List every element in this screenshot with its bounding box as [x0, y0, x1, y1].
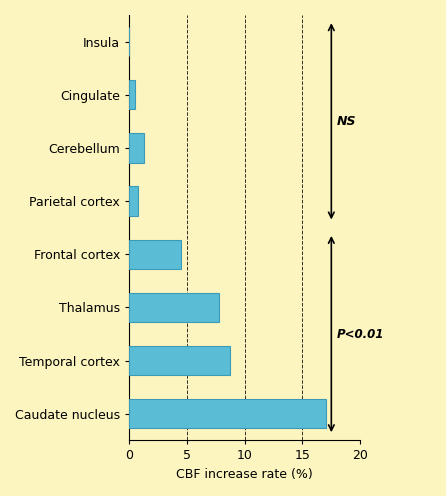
Bar [129, 399, 326, 429]
Text: P<0.01: P<0.01 [337, 327, 384, 341]
Bar [129, 293, 219, 322]
Bar [129, 346, 230, 375]
Bar [129, 80, 135, 110]
Bar [129, 240, 181, 269]
Text: NS: NS [337, 115, 357, 128]
X-axis label: CBF increase rate (%): CBF increase rate (%) [176, 468, 313, 481]
Bar [129, 186, 138, 216]
Bar [129, 133, 144, 163]
